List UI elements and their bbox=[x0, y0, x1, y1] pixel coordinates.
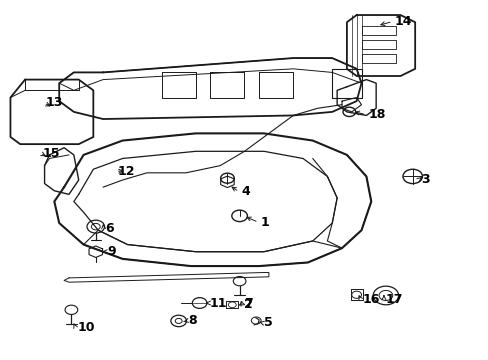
Text: 11: 11 bbox=[209, 297, 226, 310]
Text: 8: 8 bbox=[188, 314, 197, 328]
Text: 10: 10 bbox=[77, 320, 95, 333]
Text: 5: 5 bbox=[264, 316, 272, 329]
Text: 16: 16 bbox=[362, 293, 379, 306]
Text: 7: 7 bbox=[244, 297, 253, 310]
Text: 4: 4 bbox=[241, 185, 249, 198]
Text: 18: 18 bbox=[367, 108, 385, 121]
Text: 2: 2 bbox=[244, 298, 253, 311]
Text: 3: 3 bbox=[420, 173, 429, 186]
Text: 14: 14 bbox=[394, 15, 411, 28]
Text: 1: 1 bbox=[260, 216, 269, 229]
Text: 13: 13 bbox=[45, 96, 63, 109]
Text: 15: 15 bbox=[42, 147, 60, 159]
Text: 17: 17 bbox=[385, 293, 403, 306]
Text: 12: 12 bbox=[118, 165, 135, 178]
Text: 6: 6 bbox=[105, 222, 114, 235]
Text: 9: 9 bbox=[107, 245, 115, 258]
